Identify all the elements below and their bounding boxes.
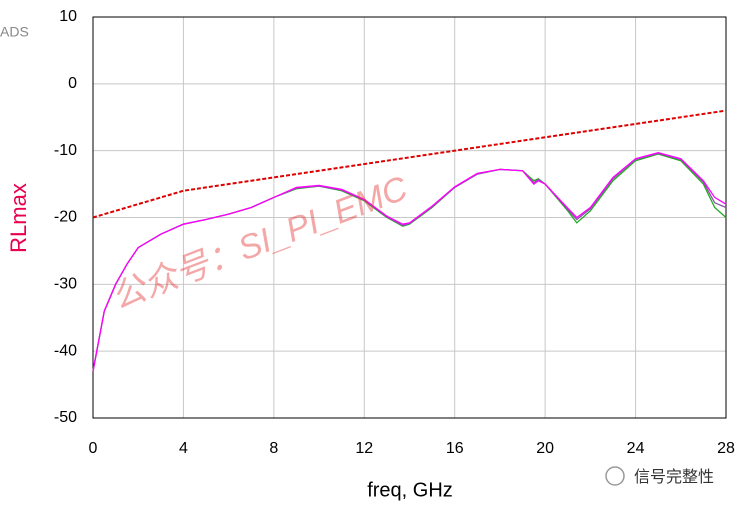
x-axis-label: freq, GHz xyxy=(367,479,453,501)
x-tick-label: 4 xyxy=(179,440,188,457)
y-tick-label: 10 xyxy=(59,8,77,25)
x-tick-label: 20 xyxy=(536,440,554,457)
y-axis-label: RLmax xyxy=(6,183,31,253)
x-tick-label: 28 xyxy=(717,440,735,457)
y-tick-label: -50 xyxy=(54,409,77,426)
y-tick-label: -10 xyxy=(54,142,77,159)
y-tick-label: -40 xyxy=(54,342,77,359)
x-tick-label: 16 xyxy=(446,440,464,457)
x-tick-label: 0 xyxy=(89,440,98,457)
watermark: 公众号：SI_PI_EMC xyxy=(106,169,413,317)
x-tick-label: 12 xyxy=(355,440,373,457)
series-line xyxy=(92,109,727,219)
y-tick-label: 0 xyxy=(68,75,77,92)
series-line xyxy=(92,151,727,372)
y-tick-label: -30 xyxy=(54,276,77,293)
logo-text: 信号完整性 xyxy=(634,468,714,486)
logo-icon xyxy=(605,466,625,486)
x-tick-label: 8 xyxy=(269,440,278,457)
brand: ADS xyxy=(0,24,29,40)
x-tick-label: 24 xyxy=(627,440,645,457)
y-tick-label: -20 xyxy=(54,209,77,226)
